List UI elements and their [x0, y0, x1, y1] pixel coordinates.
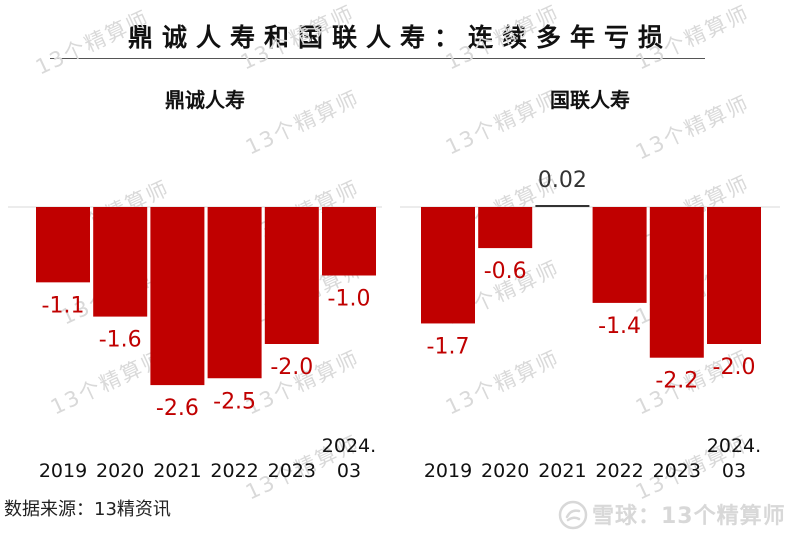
chart-title: 国联人寿	[550, 88, 630, 112]
data-label: -2.6	[156, 396, 199, 421]
x-tick-label: 2024. 03	[322, 435, 376, 482]
chart-guolian: 国联人寿 -1.7 2019 -0.6 2020 0.02 2021 -1.4 2022 -2.2…	[400, 88, 780, 482]
data-label: -2.2	[655, 369, 698, 394]
bar	[150, 207, 205, 386]
data-label: -1.7	[427, 334, 470, 359]
watermark-brand-text: 雪球：13个精算师	[592, 504, 786, 529]
data-label: -1.1	[42, 293, 85, 318]
watermark-text: 13个精算师	[632, 91, 753, 165]
bar	[421, 207, 475, 324]
data-label: -2.5	[213, 389, 256, 414]
chart-title: 鼎诚人寿	[165, 88, 245, 112]
watermark-text: 13个精算师	[442, 86, 563, 160]
watermark-text: 13个精算师	[47, 346, 168, 420]
data-label: -1.6	[99, 328, 142, 353]
x-tick-label: 2020	[481, 460, 529, 482]
bar	[264, 207, 319, 344]
chart-dingcheng: 鼎诚人寿 -1.1 2019 -1.6 2020 -2.6 2021 -2.5 2022 -2.0…	[8, 88, 382, 482]
watermark-text: 13个精算师	[632, 1, 753, 75]
main-title: 鼎诚人寿和国联人寿：连续多年亏损	[127, 23, 672, 52]
x-tick-label: 2020	[96, 460, 144, 482]
x-tick-label: 2019	[424, 460, 472, 482]
data-label: -2.0	[270, 355, 313, 380]
x-tick-label: 2023	[653, 460, 701, 482]
watermark-text: 13个精算师	[237, 1, 358, 75]
data-label: -1.4	[598, 314, 641, 339]
watermark-text: 13个精算师	[32, 6, 153, 80]
bar	[322, 207, 376, 276]
x-tick-label: 2021	[538, 460, 586, 482]
bar	[36, 207, 90, 283]
x-tick-label: 2023	[268, 460, 316, 482]
source-note: 数据来源：13精资讯	[4, 499, 171, 520]
data-label: -2.0	[713, 355, 756, 380]
data-label: 0.02	[538, 168, 587, 193]
x-tick-label: 2021	[153, 460, 201, 482]
bar	[535, 205, 590, 207]
bar	[649, 207, 704, 358]
data-label: -1.0	[328, 287, 371, 312]
x-tick-label: 2022	[595, 460, 643, 482]
watermark-text: 13个精算师	[242, 86, 363, 160]
x-tick-label: 2024. 03	[707, 435, 761, 482]
bar	[93, 207, 148, 317]
watermark-text: 13个精算师	[442, 1, 563, 75]
bar	[478, 207, 533, 249]
data-label: -0.6	[484, 259, 527, 284]
bar	[592, 207, 647, 303]
bar	[207, 207, 262, 379]
x-tick-label: 2022	[210, 460, 258, 482]
title-divider	[50, 58, 705, 59]
x-tick-label: 2019	[39, 460, 87, 482]
bar	[707, 207, 761, 344]
xueqiu-logo-icon	[558, 500, 588, 530]
